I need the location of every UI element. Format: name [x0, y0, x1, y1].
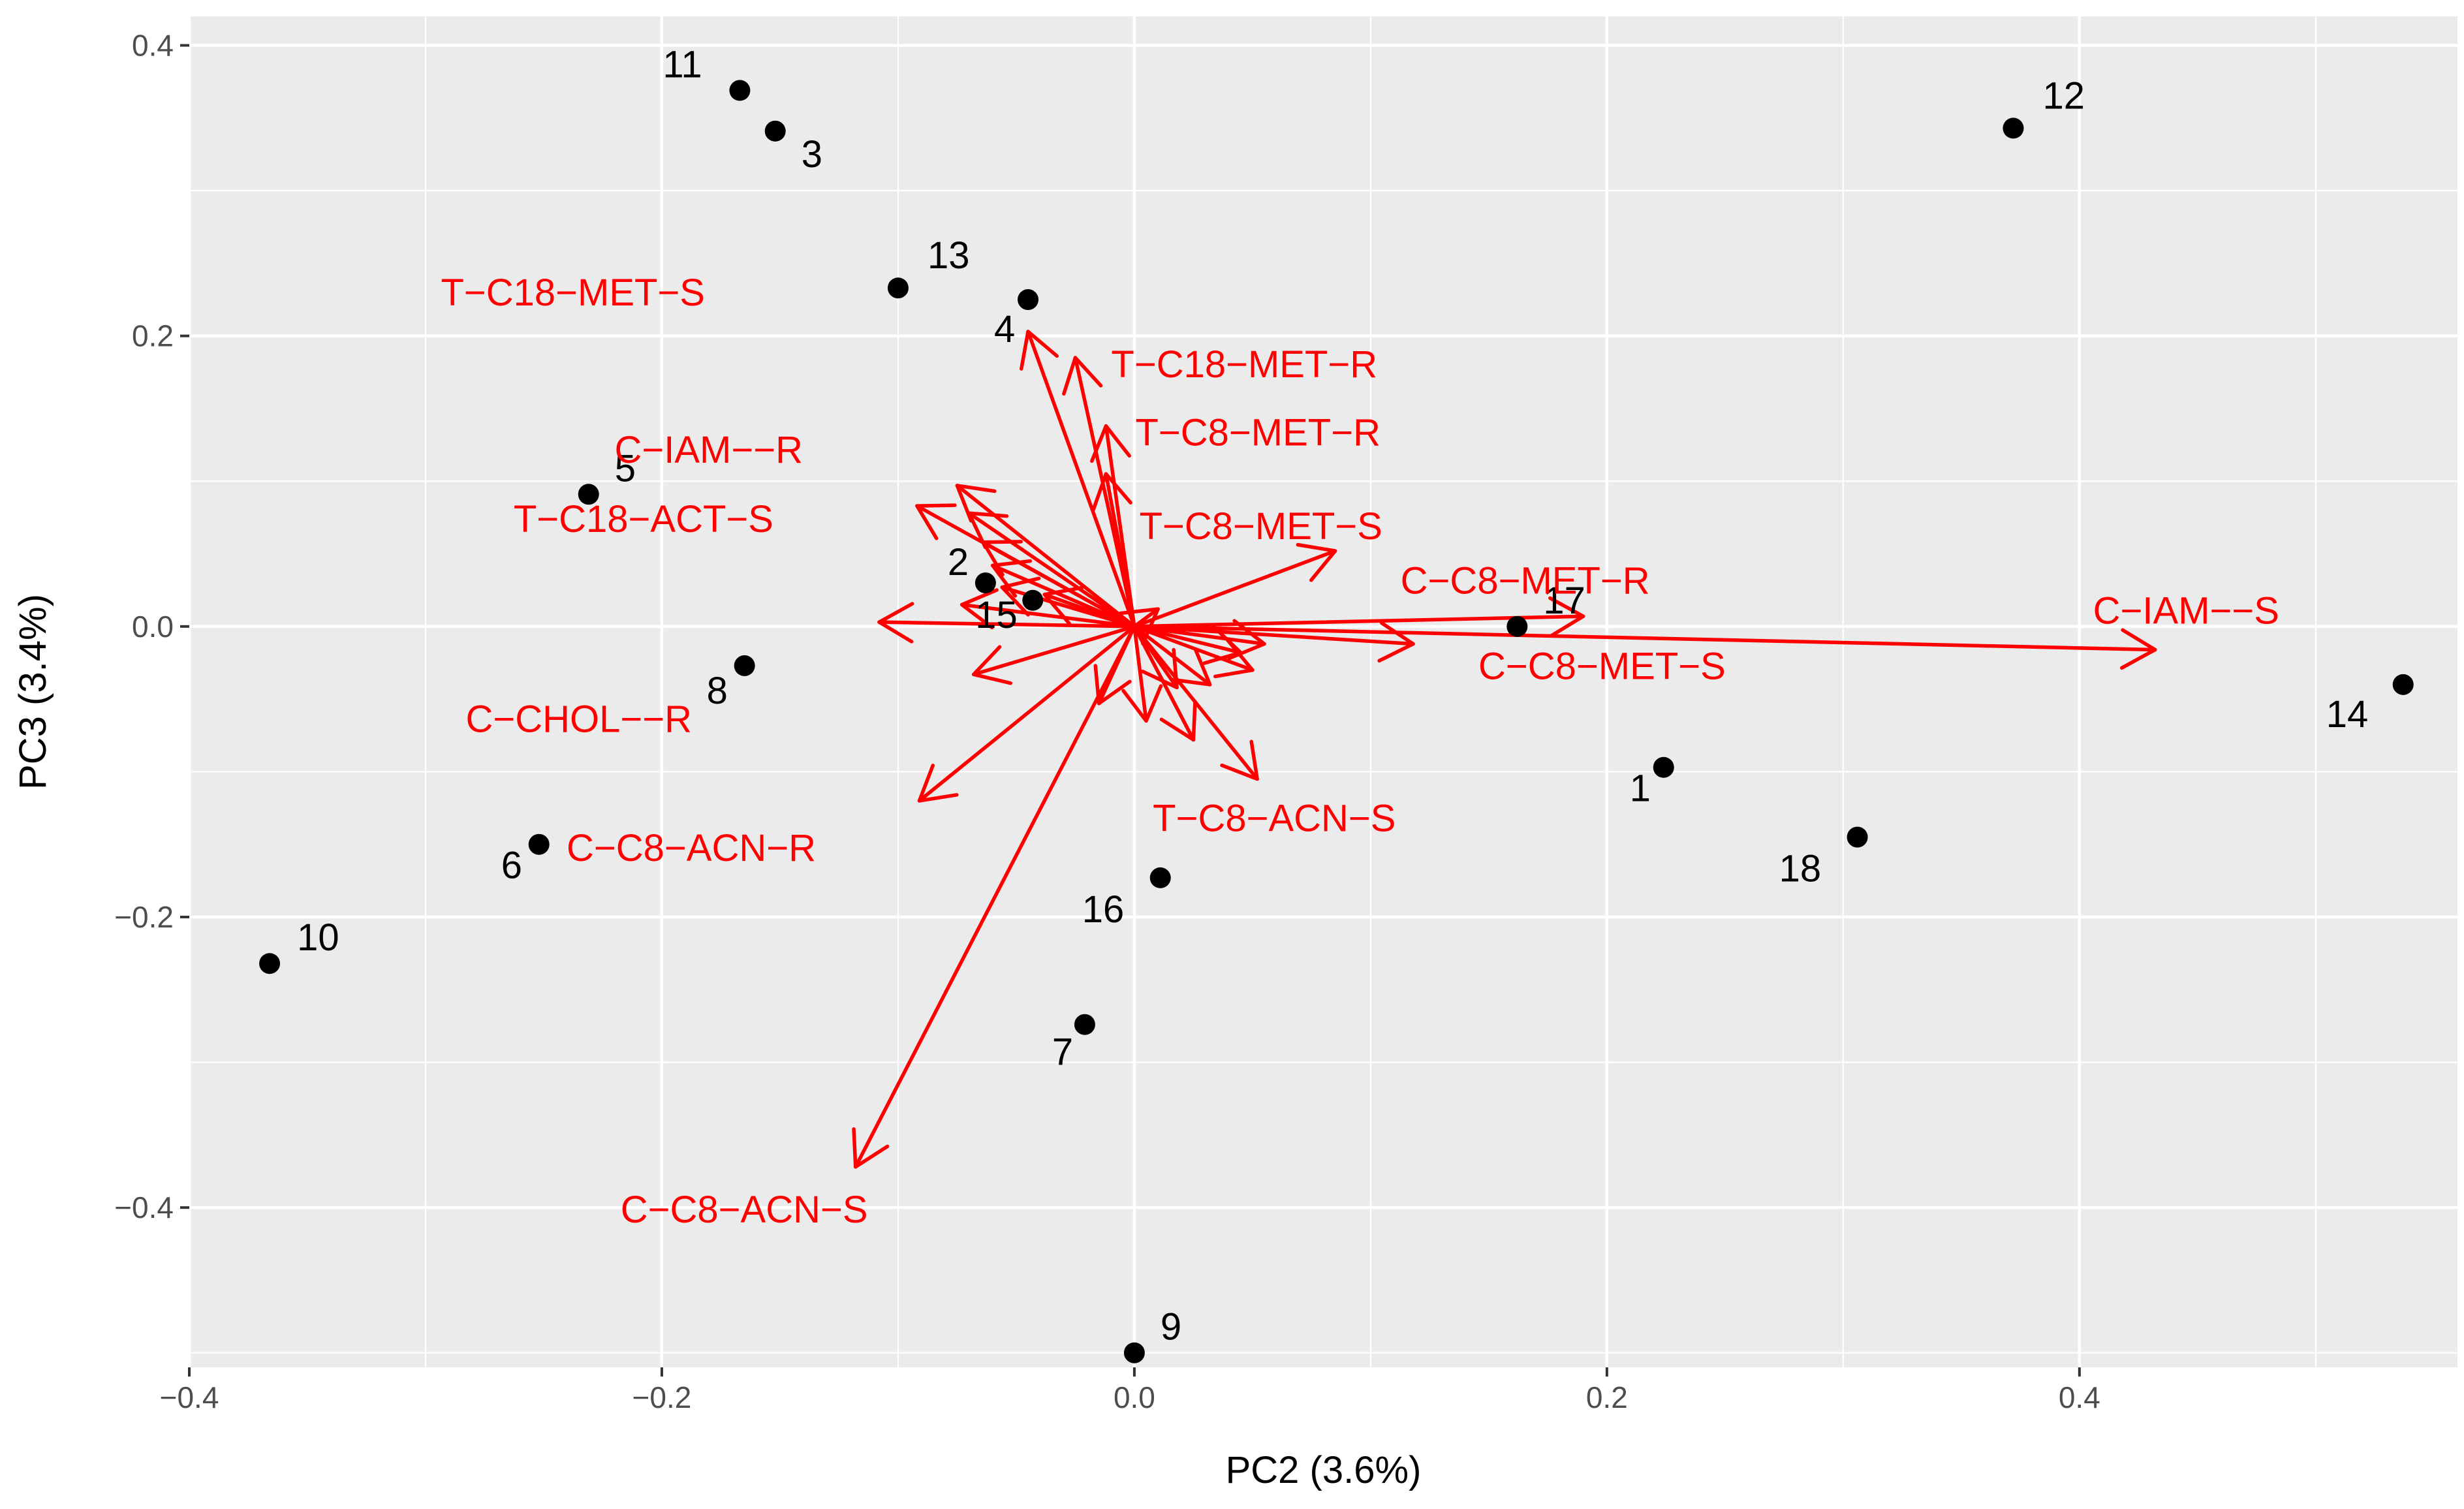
score-points — [259, 80, 2414, 1363]
vector-arrow — [972, 625, 1136, 685]
y-tick-label: −0.2 — [114, 900, 174, 934]
score-point-label: 2 — [948, 541, 969, 583]
loading-vector-label: C−C8−MET−R — [1401, 559, 1650, 602]
score-point — [887, 277, 909, 299]
unlabeled-vector-arrow — [1132, 625, 1179, 690]
vector-arrow — [955, 484, 1136, 629]
loading-vector-label: T−C8−MET−S — [1140, 505, 1382, 548]
score-point — [2003, 117, 2024, 139]
score-point-label: 13 — [928, 234, 970, 277]
loading-vector-label: T−C8−MET−R — [1135, 412, 1380, 454]
vector-arrow — [1132, 625, 2157, 670]
vector-arrow — [1132, 621, 1415, 663]
y-tick-label: −0.4 — [114, 1190, 174, 1224]
vector-arrow — [917, 625, 1136, 803]
loading-vector-label: C−CHOL−−R — [465, 698, 692, 740]
score-point-label: 1 — [1630, 768, 1651, 810]
y-tick-label: 0.0 — [132, 610, 174, 644]
unlabeled-vector-arrow — [877, 602, 1136, 644]
score-point-label: 17 — [1543, 580, 1585, 622]
loading-vector-label: C−C8−ACN−S — [621, 1189, 868, 1231]
score-point — [528, 833, 550, 855]
unlabeled-vector-arrow — [959, 588, 1136, 630]
score-point — [1022, 589, 1044, 611]
unlabeled-vector-arrow — [1042, 585, 1136, 629]
y-axis-title: PC3 (3.4%) — [12, 594, 54, 790]
x-tick-label: 0.4 — [2059, 1380, 2100, 1414]
score-point — [259, 953, 281, 974]
score-point-label: 14 — [2326, 693, 2369, 736]
plot-panel — [189, 16, 2457, 1367]
score-point — [578, 484, 599, 505]
loading-vector-label: C−C8−MET−S — [1478, 646, 1726, 688]
unlabeled-vector-arrow — [1091, 472, 1136, 629]
major-gridlines — [187, 16, 2457, 1367]
x-axis-ticks: −0.4 −0.2 0.0 0.2 0.4 — [160, 1367, 2100, 1414]
score-point — [1123, 1342, 1145, 1363]
score-point — [1847, 826, 1868, 848]
y-axis-ticks: −0.4 −0.2 0.0 0.2 0.4 — [114, 29, 189, 1224]
unlabeled-vector-arrow — [967, 511, 1136, 629]
score-point — [1506, 615, 1528, 637]
vector-arrow — [852, 625, 1136, 1169]
score-point — [764, 120, 786, 142]
score-point-label: 7 — [1052, 1031, 1073, 1074]
score-point-label: 6 — [501, 845, 522, 887]
y-tick-label: 0.2 — [132, 319, 174, 353]
score-point — [1653, 756, 1674, 778]
score-point-label: 12 — [2042, 74, 2085, 117]
x-tick-label: −0.2 — [632, 1380, 692, 1414]
loading-vector-label: C−C8−ACN−R — [567, 827, 816, 869]
score-point-label: 16 — [1082, 888, 1125, 931]
score-point-label: 10 — [297, 916, 339, 959]
unlabeled-vector-arrow — [1118, 607, 1160, 646]
loading-vector-label: T−C18−MET−R — [1111, 343, 1377, 386]
x-axis-title: PC2 (3.6%) — [1226, 1449, 1422, 1491]
unlabeled-vector-arrow — [1121, 625, 1163, 723]
score-point-label: 11 — [663, 44, 702, 86]
loading-vector-labels: T−C18−MET−S T−C18−MET−R T−C8−MET−R C−IAM−−R… — [441, 272, 2279, 1231]
score-point-label: 15 — [975, 594, 1018, 636]
loading-vector-label: T−C18−MET−S — [441, 272, 705, 314]
loading-vector-label: C−IAM−−R — [615, 429, 803, 471]
score-point — [975, 572, 996, 594]
score-point — [1018, 289, 1039, 311]
score-point-label: 8 — [707, 670, 728, 712]
score-point — [1074, 1014, 1095, 1035]
x-tick-label: −0.4 — [160, 1380, 219, 1414]
score-point-label: 3 — [802, 133, 822, 176]
score-point-label: 5 — [615, 447, 636, 490]
score-point-label: 4 — [994, 308, 1015, 350]
vector-arrow — [1132, 596, 1585, 638]
vector-arrow — [1020, 330, 1136, 629]
x-tick-label: 0.0 — [1114, 1380, 1155, 1414]
score-point — [2392, 674, 2414, 695]
loading-vector-label: C−IAM−−S — [2093, 589, 2279, 632]
unlabeled-vector-arrow — [1093, 625, 1136, 706]
vector-arrow — [1132, 542, 1337, 629]
score-point — [1149, 867, 1171, 888]
loading-vector-label: T−C18−ACT−S — [514, 498, 773, 540]
unlabeled-vector-arrow — [1132, 619, 1266, 661]
score-point-label: 9 — [1161, 1306, 1181, 1348]
score-point — [729, 80, 751, 101]
loading-vectors — [852, 330, 2157, 1169]
y-tick-label: 0.4 — [132, 29, 174, 63]
loading-vector-label: T−C8−ACN−S — [1153, 798, 1396, 840]
score-point — [734, 655, 755, 676]
score-point-label: 18 — [1779, 848, 1822, 890]
x-tick-label: 0.2 — [1586, 1380, 1628, 1414]
